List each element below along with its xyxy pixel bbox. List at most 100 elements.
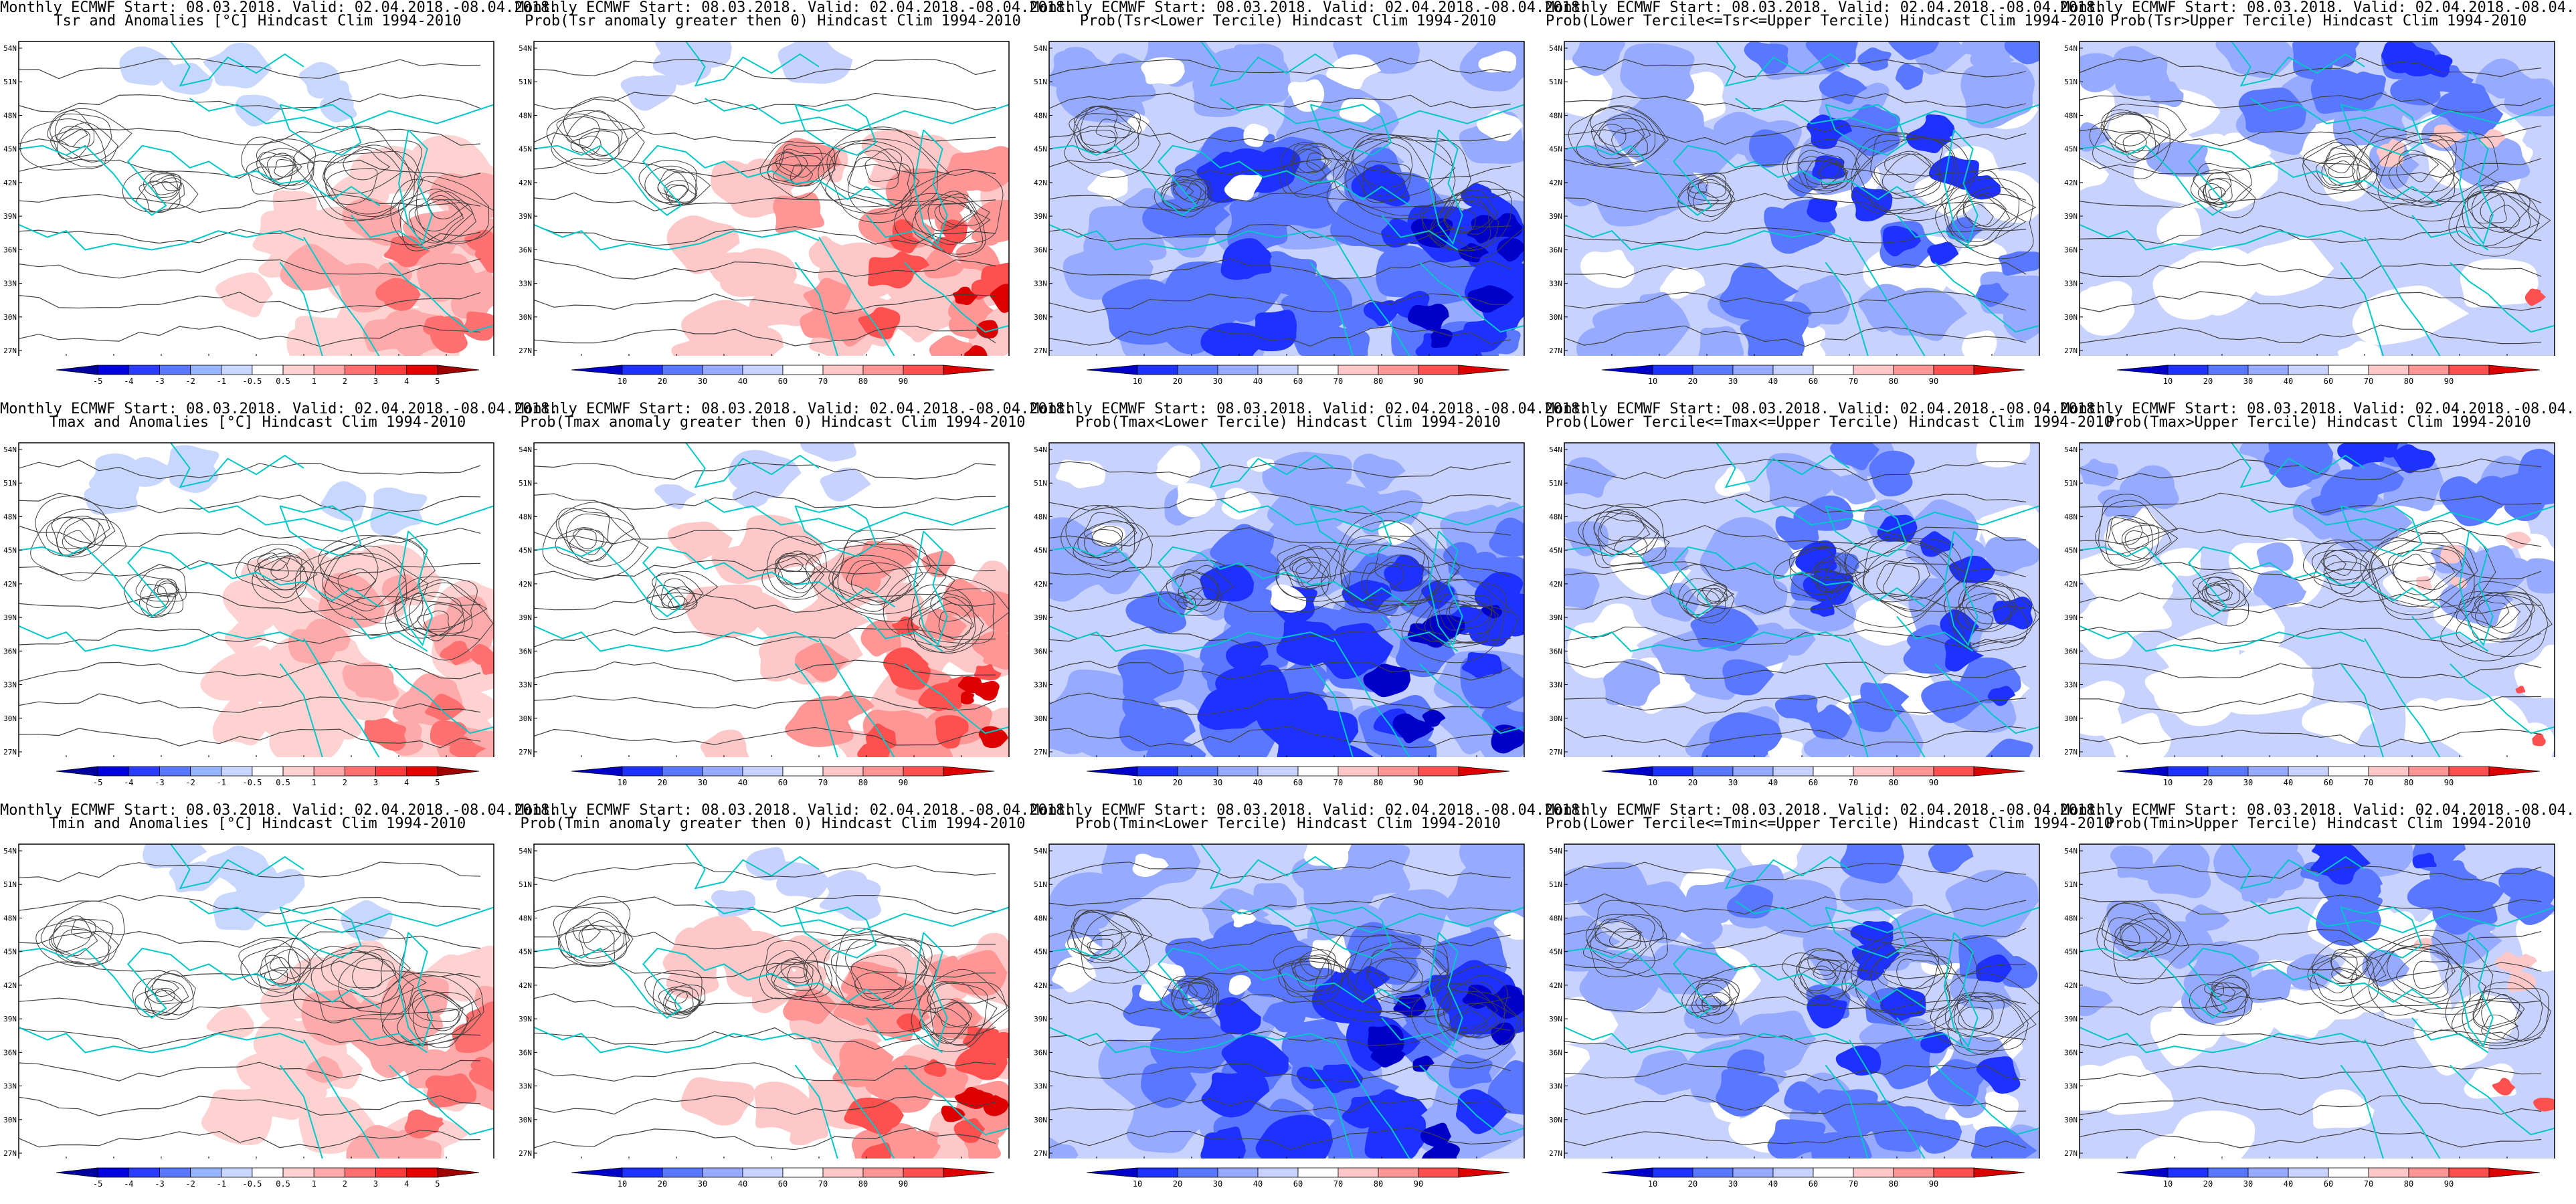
orography-contour [238, 939, 301, 990]
probability-shading [1715, 466, 1751, 496]
map-frame [1048, 843, 1525, 1159]
probability-shading [1049, 1137, 1079, 1159]
probability-shading [1726, 884, 1774, 919]
orography-contour [56, 516, 106, 558]
probability-shading [1665, 124, 1742, 176]
latitude-label: 30N [1034, 1116, 1047, 1124]
probability-shading [462, 311, 494, 341]
colorbar-swatch [1297, 365, 1339, 375]
probability-shading [1748, 538, 1796, 579]
orography-contour [413, 991, 474, 1049]
probability-shading [1200, 564, 1255, 602]
probability-shading [1564, 915, 1621, 972]
latitude-label: 54N [1034, 445, 1047, 454]
temperature-contour [534, 293, 996, 314]
probability-shading [964, 345, 988, 356]
colorbar-swatch [2368, 1167, 2409, 1178]
orography-contour [1299, 949, 1336, 978]
coastline [1564, 947, 1926, 1019]
probability-shading [1407, 303, 1449, 332]
colorbar-swatch [1177, 1167, 1218, 1178]
colorbar-swatch [1893, 365, 1934, 375]
probability-shading [1564, 1044, 1590, 1078]
temperature-contour [1049, 258, 1511, 280]
temperature-contour [2080, 324, 2542, 344]
coastline [1896, 214, 1974, 251]
probability-shading [1579, 949, 1662, 1013]
colorbar-label: 20 [658, 778, 667, 787]
colorbar-label: 20 [1688, 778, 1697, 787]
colorbar-swatch [662, 766, 703, 777]
orography-contour [1294, 958, 1329, 982]
temperature-contour [1049, 626, 1511, 648]
colorbar-swatch [1813, 1167, 1854, 1178]
latitude-label: 48N [1549, 512, 1562, 521]
coastline [1200, 41, 1335, 87]
coastline [1825, 663, 1869, 757]
latitude-label: 30N [1549, 1116, 1562, 1124]
colorbar-label: -0.5 [242, 778, 262, 787]
latitude-label: 42N [1034, 179, 1047, 187]
coastline [303, 237, 380, 356]
orography-contour [408, 989, 464, 1029]
colorbar-swatch [406, 365, 438, 375]
probability-shading [1602, 659, 1661, 706]
temperature-contour [1049, 92, 1511, 110]
colorbar-label: 80 [858, 1179, 868, 1189]
probability-shading [1661, 895, 1726, 943]
probability-shading [203, 42, 272, 89]
colorbar: -5 -4 -3 -2 -1 -0.5 0.5 1 2 3 4 5 [56, 365, 480, 386]
latitude-label: 33N [3, 1082, 17, 1091]
temperature-contour [2080, 1095, 2542, 1116]
orography-contour [1154, 179, 1214, 217]
probability-shading [2517, 954, 2537, 969]
orography-contour [765, 959, 814, 1000]
orography-contour [257, 553, 287, 571]
colorbar-label: 80 [2404, 1179, 2413, 1189]
probability-shading [975, 680, 1000, 701]
orography-contour [147, 970, 196, 1005]
colorbar-swatch [190, 766, 222, 777]
coastline [189, 499, 494, 532]
colorbar-label: 90 [1414, 778, 1423, 787]
orography-contour [1875, 945, 1940, 1003]
orography-contour [50, 128, 90, 159]
coastline [1943, 932, 1979, 1048]
orography-contour [1073, 106, 1141, 161]
orography-contour [1954, 593, 2029, 652]
probability-shading [1580, 249, 1635, 288]
latitude-label: 45N [3, 546, 17, 555]
coastline [1309, 104, 1392, 157]
probability-shading [700, 729, 749, 757]
coastline [1049, 625, 1335, 652]
panel-title-line2: Prob(Tsr anomaly greater then 0) Hindcas… [525, 13, 1021, 29]
probability-shading [1297, 328, 1370, 356]
orography-contour [1161, 180, 1206, 210]
orography-contour [2368, 934, 2471, 1016]
map-panel: Monthly ECMWF Start: 08.03.2018. Valid: … [0, 803, 558, 1204]
orography-contour [1077, 520, 1135, 564]
colorbar-label: 80 [1374, 1179, 1383, 1189]
colorbar-label: 4 [404, 377, 409, 386]
probability-shading [2480, 129, 2506, 148]
orography-contour [35, 496, 110, 557]
latitude-label: 30N [3, 1116, 17, 1124]
probability-shading [961, 146, 1009, 192]
latitude-label: 48N [2064, 111, 2078, 120]
probability-shading [2404, 698, 2452, 743]
orography-contour [1430, 189, 1524, 259]
orography-contour [54, 108, 132, 163]
probability-shading [1920, 531, 1954, 557]
colorbar-label: 30 [2243, 778, 2253, 787]
coastline [685, 41, 820, 87]
probability-shading [2302, 701, 2375, 744]
colorbar-swatch [344, 1167, 376, 1178]
orography-contour [56, 928, 112, 965]
probability-shading [1270, 584, 1307, 613]
orography-contour [846, 560, 891, 594]
orography-contour [2192, 572, 2252, 612]
colorbar-swatch [742, 365, 784, 375]
probability-shading [2495, 951, 2526, 973]
temperature-contour [1564, 459, 2027, 481]
coastline [1428, 129, 1463, 245]
